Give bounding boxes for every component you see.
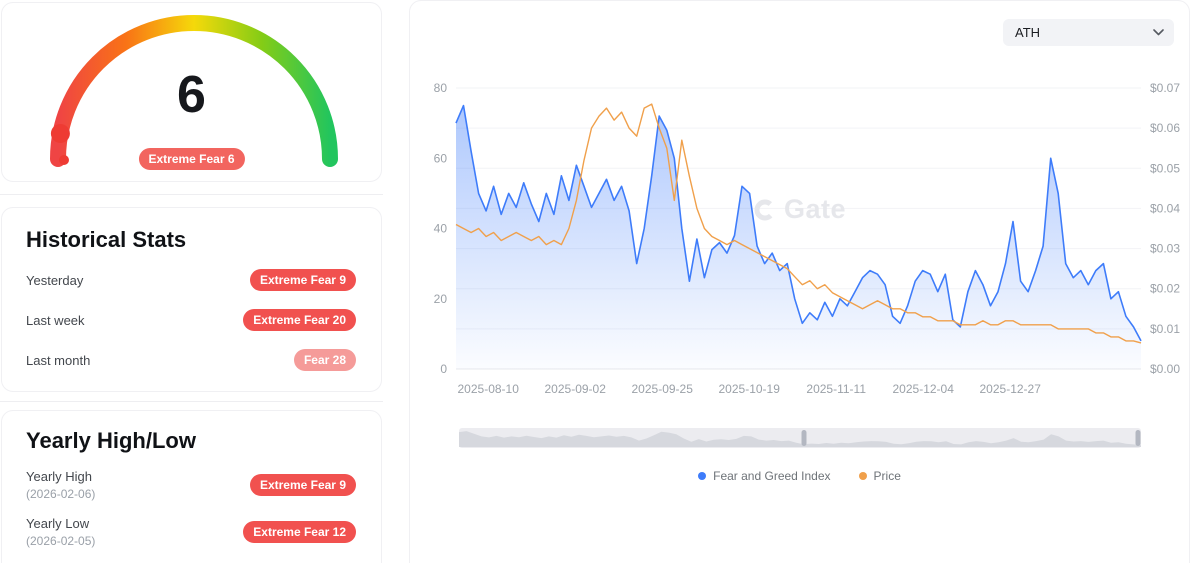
svg-text:0: 0 bbox=[440, 362, 447, 376]
timeframe-dropdown[interactable]: ATH bbox=[1003, 19, 1174, 46]
stat-row-last-month: Last month Fear 28 bbox=[26, 348, 356, 372]
svg-text:2025-12-27: 2025-12-27 bbox=[980, 382, 1042, 396]
svg-text:2025-09-25: 2025-09-25 bbox=[632, 382, 694, 396]
legend-item-price[interactable]: Price bbox=[858, 469, 901, 483]
legend-label-price: Price bbox=[873, 469, 901, 483]
yearly-high-label: Yearly High (2026-02-06) bbox=[26, 469, 95, 501]
svg-text:20: 20 bbox=[434, 292, 448, 306]
svg-text:2025-11-11: 2025-11-11 bbox=[806, 382, 866, 396]
legend-item-fear-greed-index[interactable]: Fear and Greed Index bbox=[698, 469, 831, 483]
svg-text:$0.05: $0.05 bbox=[1150, 161, 1180, 175]
yearly-low-label: Yearly Low (2026-02-05) bbox=[26, 516, 95, 548]
svg-text:$0.03: $0.03 bbox=[1150, 242, 1180, 256]
yearly-high-low-card: Yearly High/Low Yearly High (2026-02-06)… bbox=[1, 410, 382, 563]
section-divider bbox=[0, 401, 383, 402]
gauge-status-badge: Extreme Fear 6 bbox=[138, 148, 245, 170]
stat-label: Last month bbox=[26, 352, 91, 368]
yearly-low-name: Yearly Low bbox=[26, 516, 90, 531]
status-badge: Fear 28 bbox=[293, 349, 356, 371]
svg-text:2025-10-19: 2025-10-19 bbox=[719, 382, 781, 396]
chevron-down-icon bbox=[1153, 29, 1164, 36]
yearly-high-date: (2026-02-06) bbox=[26, 487, 96, 501]
svg-text:2025-12-04: 2025-12-04 bbox=[893, 382, 955, 396]
fear-greed-gauge bbox=[2, 3, 381, 188]
status-badge: Extreme Fear 9 bbox=[249, 474, 356, 496]
yearly-high-row: Yearly High (2026-02-06) Extreme Fear 9 bbox=[26, 468, 356, 502]
status-badge: Extreme Fear 9 bbox=[249, 269, 356, 291]
svg-text:2025-08-10: 2025-08-10 bbox=[458, 382, 520, 396]
stat-label: Last week bbox=[26, 312, 85, 328]
gauge-card: 6 Extreme Fear 6 bbox=[1, 2, 382, 182]
legend-dot-price-icon bbox=[858, 472, 867, 480]
status-badge: Extreme Fear 12 bbox=[243, 521, 356, 543]
yearly-high-name: Yearly High bbox=[26, 469, 93, 484]
yearly-low-date: (2026-02-05) bbox=[26, 534, 96, 548]
svg-text:$0.02: $0.02 bbox=[1150, 282, 1180, 296]
svg-text:2025-09-02: 2025-09-02 bbox=[545, 382, 607, 396]
historical-stats-card: Historical Stats Yesterday Extreme Fear … bbox=[1, 207, 382, 392]
legend-label-fear-greed: Fear and Greed Index bbox=[713, 469, 831, 483]
fear-greed-chart[interactable]: 0 20 40 60 80 $0.00 $0.01 $0.02 $0.03 $0.04 $0.05 $… bbox=[410, 1, 1191, 411]
stat-label: Yesterday bbox=[26, 272, 84, 288]
historical-stats-title: Historical Stats bbox=[26, 227, 187, 252]
status-badge: Extreme Fear 20 bbox=[243, 309, 356, 331]
legend-dot-fear-greed-icon bbox=[698, 472, 707, 480]
chart-legend: Fear and Greed Index Price bbox=[410, 469, 1189, 483]
svg-text:60: 60 bbox=[434, 151, 448, 165]
stat-row-last-week: Last week Extreme Fear 20 bbox=[26, 308, 356, 332]
chart-range-slider[interactable] bbox=[410, 425, 1191, 451]
svg-text:$0.04: $0.04 bbox=[1150, 201, 1180, 215]
svg-text:$0.06: $0.06 bbox=[1150, 121, 1180, 135]
chart-panel: ATH 0 20 40 60 80 $0.00 $0.01 $0.02 $0.03 $0.04 $0… bbox=[409, 0, 1190, 563]
gauge-value: 6 bbox=[177, 66, 206, 124]
svg-text:$0.07: $0.07 bbox=[1150, 81, 1180, 95]
stat-row-yesterday: Yesterday Extreme Fear 9 bbox=[26, 268, 356, 292]
svg-text:$0.01: $0.01 bbox=[1150, 322, 1180, 336]
svg-text:80: 80 bbox=[434, 81, 448, 95]
yearly-low-row: Yearly Low (2026-02-05) Extreme Fear 12 bbox=[26, 515, 356, 549]
timeframe-dropdown-value: ATH bbox=[1015, 25, 1041, 40]
svg-text:$0.00: $0.00 bbox=[1150, 362, 1180, 376]
svg-text:40: 40 bbox=[434, 222, 448, 236]
yearly-high-low-title: Yearly High/Low bbox=[26, 428, 196, 453]
section-divider bbox=[0, 194, 383, 195]
